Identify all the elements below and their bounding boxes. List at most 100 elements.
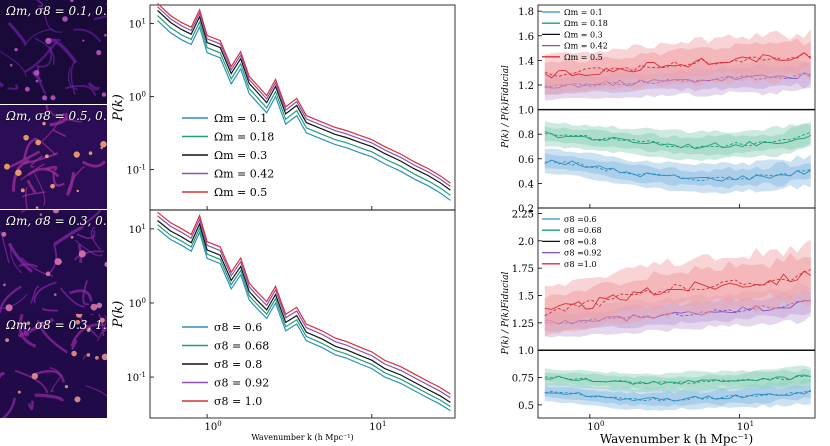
halo bbox=[54, 258, 62, 266]
halo bbox=[78, 250, 86, 258]
halo bbox=[35, 206, 39, 209]
y-tick-label: 1.0 bbox=[518, 346, 534, 357]
y-tick-label: 1.5 bbox=[518, 292, 534, 303]
halo bbox=[64, 385, 69, 389]
filament bbox=[25, 187, 29, 209]
filament bbox=[32, 369, 66, 383]
filament bbox=[0, 371, 5, 377]
legend-label: Ωm = 0.18 bbox=[564, 19, 608, 28]
halo bbox=[96, 49, 102, 56]
series-line-dashed bbox=[544, 391, 811, 402]
halo bbox=[99, 317, 105, 323]
series-line bbox=[544, 300, 811, 325]
filament bbox=[7, 242, 33, 273]
filament bbox=[30, 285, 40, 304]
filament bbox=[24, 28, 54, 46]
thumbnail-label: Ωm, σ8 = 0.1, 0.8 bbox=[6, 4, 107, 18]
y-tick-label: 0.2 bbox=[518, 204, 534, 215]
y-tick-label: 10-1 bbox=[126, 371, 146, 384]
filament bbox=[41, 307, 59, 312]
filament bbox=[45, 105, 49, 112]
y-tick-label: 2.25 bbox=[512, 209, 534, 220]
filament bbox=[7, 83, 19, 90]
legend-label: Ωm = 0.1 bbox=[564, 8, 603, 17]
halo bbox=[20, 188, 25, 193]
filament bbox=[52, 129, 67, 138]
halo bbox=[15, 169, 22, 176]
y-tick-label: 0.8 bbox=[518, 130, 534, 141]
series-line-dashed bbox=[544, 52, 812, 77]
thumbnail-label: Ωm, σ8 = 0.5, 0.8 bbox=[6, 109, 107, 123]
halo bbox=[76, 189, 80, 193]
halo bbox=[31, 372, 38, 380]
filament bbox=[33, 281, 57, 304]
halo bbox=[45, 154, 49, 159]
halo bbox=[35, 79, 39, 83]
y-tick-label: 0.6 bbox=[518, 155, 534, 166]
pk-axes-frame bbox=[149, 209, 456, 419]
legend-label: σ8 =0.92 bbox=[564, 249, 602, 258]
halo bbox=[100, 146, 103, 150]
filament bbox=[17, 317, 55, 338]
filament bbox=[53, 226, 85, 246]
legend-label: σ8 =1.0 bbox=[564, 260, 597, 269]
filament bbox=[33, 173, 46, 206]
halo bbox=[104, 33, 107, 37]
density-field-image bbox=[0, 314, 107, 418]
filament bbox=[23, 137, 37, 160]
halo bbox=[62, 16, 68, 22]
filament bbox=[49, 367, 63, 378]
legend-label: Ωm = 0.3 bbox=[564, 30, 603, 39]
halo bbox=[14, 47, 18, 52]
uncertainty-band bbox=[544, 123, 811, 156]
series-line bbox=[544, 270, 812, 310]
filament bbox=[96, 315, 107, 342]
halo bbox=[75, 314, 83, 318]
halo bbox=[50, 95, 56, 101]
legend-label: Ωm = 0.5 bbox=[564, 53, 603, 62]
legend-label: Ωm = 0.42 bbox=[564, 42, 608, 51]
legend-label: σ8 = 0.68 bbox=[214, 340, 269, 353]
filament bbox=[50, 376, 61, 393]
x-tick-label: 100 bbox=[205, 420, 222, 433]
filament bbox=[0, 50, 27, 78]
filament bbox=[70, 61, 76, 95]
uncertainty-band bbox=[544, 368, 811, 390]
y-axis-label: P(k) bbox=[111, 94, 126, 122]
filament bbox=[34, 393, 65, 402]
density-field-image bbox=[0, 105, 107, 209]
filament bbox=[71, 339, 78, 350]
halo bbox=[26, 321, 31, 325]
filament bbox=[7, 21, 27, 47]
filament bbox=[1, 397, 16, 418]
series-line bbox=[157, 215, 451, 399]
filament bbox=[81, 160, 107, 168]
filament bbox=[14, 369, 49, 394]
series-line bbox=[157, 20, 451, 201]
series-line bbox=[157, 228, 451, 412]
filament bbox=[64, 85, 97, 96]
series-line bbox=[157, 2, 451, 184]
thumbnail-2: Ωm, σ8 = 0.5, 0.8 bbox=[0, 105, 107, 209]
halo bbox=[74, 396, 81, 403]
halo bbox=[75, 319, 81, 325]
legend-label: Ωm = 0.1 bbox=[214, 112, 267, 125]
thumbnail-label: Ωm, σ8 = 0.3, 0.6 bbox=[6, 214, 107, 228]
filament bbox=[70, 323, 105, 347]
halo bbox=[4, 163, 10, 170]
halo bbox=[5, 304, 13, 312]
thumbnail-label: Ωm, σ8 = 0.3, 1.0 bbox=[6, 318, 107, 332]
series-line bbox=[157, 6, 451, 187]
halo bbox=[86, 353, 91, 357]
y-tick-label: 10-1 bbox=[126, 164, 146, 177]
thumbnail-4: Ωm, σ8 = 0.3, 1.0 bbox=[0, 314, 107, 418]
x-tick-label: 101 bbox=[369, 420, 386, 433]
y-tick-label: 0.4 bbox=[518, 179, 534, 190]
halo bbox=[50, 183, 55, 189]
halo bbox=[52, 210, 60, 214]
uncertainty-band bbox=[544, 153, 811, 189]
halo bbox=[1, 231, 7, 237]
y-tick-label: 1.75 bbox=[512, 264, 534, 275]
halo bbox=[101, 353, 107, 361]
x-tick-label: 101 bbox=[737, 420, 754, 433]
